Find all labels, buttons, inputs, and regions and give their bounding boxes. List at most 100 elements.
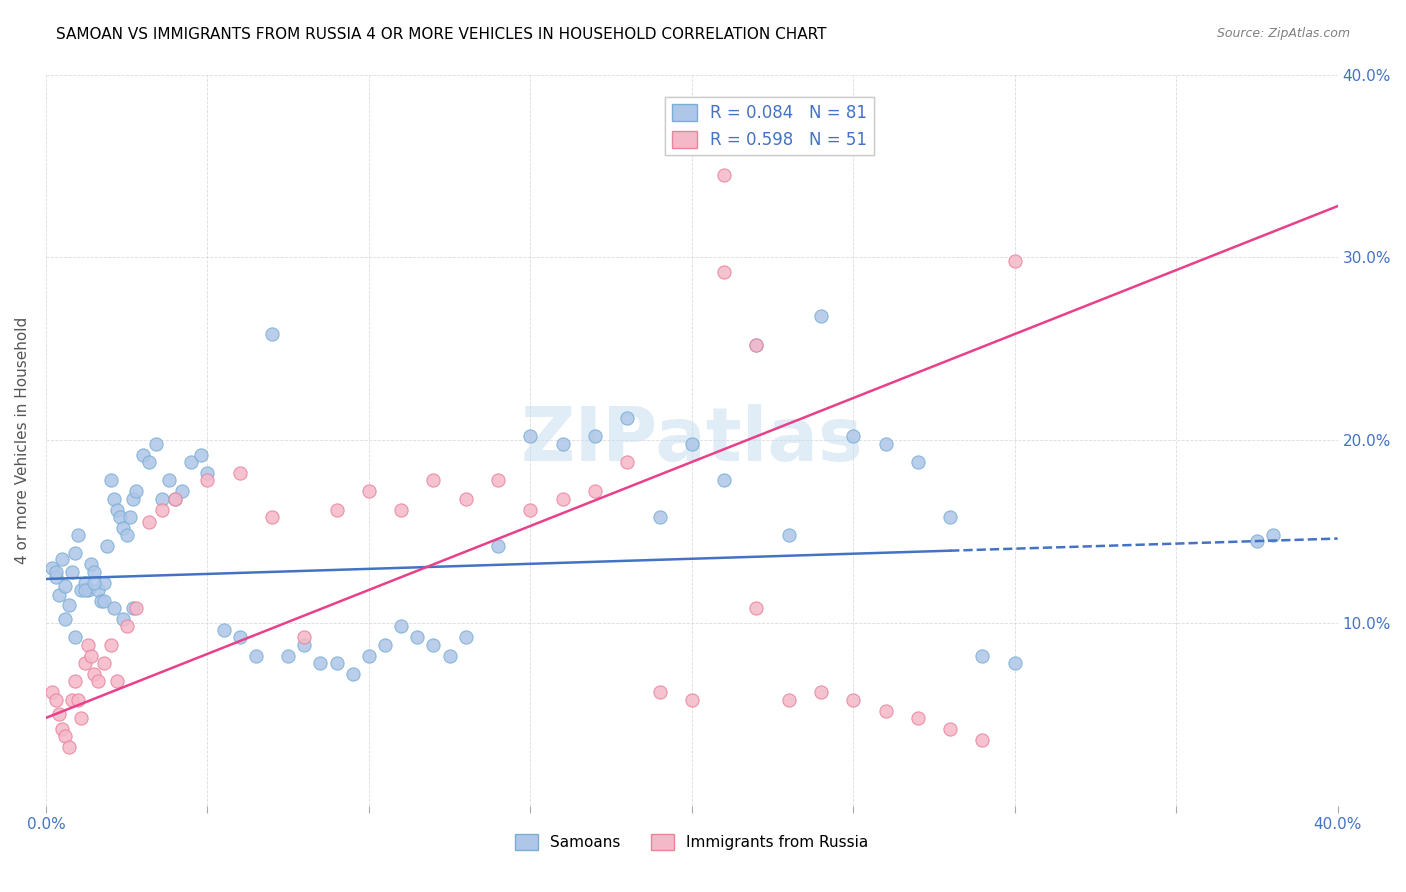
Point	[292, 638, 315, 652]
Point	[190, 448, 212, 462]
Point	[972, 732, 994, 747]
Point	[58, 740, 80, 755]
Point	[80, 558, 103, 572]
Point	[83, 667, 105, 681]
Point	[150, 491, 173, 506]
Point	[228, 466, 250, 480]
Point	[939, 509, 962, 524]
Point	[745, 601, 768, 615]
Point	[292, 631, 315, 645]
Point	[73, 656, 96, 670]
Point	[842, 429, 865, 443]
Point	[118, 509, 141, 524]
Point	[86, 674, 108, 689]
Point	[67, 692, 90, 706]
Point	[972, 648, 994, 663]
Point	[439, 648, 461, 663]
Point	[125, 484, 148, 499]
Point	[745, 338, 768, 352]
Point	[648, 685, 671, 699]
Point	[681, 436, 703, 450]
Point	[115, 528, 138, 542]
Point	[810, 309, 832, 323]
Point	[105, 502, 128, 516]
Point	[103, 491, 125, 506]
Point	[45, 570, 67, 584]
Point	[58, 598, 80, 612]
Legend: R = 0.084   N = 81, R = 0.598   N = 51: R = 0.084 N = 81, R = 0.598 N = 51	[665, 97, 873, 155]
Point	[778, 528, 800, 542]
Point	[77, 638, 100, 652]
Point	[51, 722, 73, 736]
Point	[907, 711, 929, 725]
Point	[212, 623, 235, 637]
Point	[70, 711, 93, 725]
Point	[145, 436, 167, 450]
Y-axis label: 4 or more Vehicles in Household: 4 or more Vehicles in Household	[15, 317, 30, 564]
Point	[103, 601, 125, 615]
Point	[138, 516, 160, 530]
Point	[63, 674, 86, 689]
Point	[551, 436, 574, 450]
Point	[875, 704, 897, 718]
Point	[73, 582, 96, 597]
Point	[583, 429, 606, 443]
Point	[197, 473, 219, 487]
Point	[357, 648, 380, 663]
Point	[63, 546, 86, 560]
Point	[422, 473, 444, 487]
Point	[245, 648, 267, 663]
Point	[150, 502, 173, 516]
Point	[228, 631, 250, 645]
Point	[41, 561, 63, 575]
Point	[80, 648, 103, 663]
Point	[51, 552, 73, 566]
Point	[60, 565, 83, 579]
Point	[260, 326, 283, 341]
Point	[277, 648, 299, 663]
Point	[325, 502, 347, 516]
Point	[112, 521, 135, 535]
Point	[93, 575, 115, 590]
Point	[63, 631, 86, 645]
Point	[681, 692, 703, 706]
Point	[454, 631, 477, 645]
Point	[125, 601, 148, 615]
Point	[100, 638, 122, 652]
Point	[1004, 656, 1026, 670]
Point	[875, 436, 897, 450]
Point	[48, 589, 70, 603]
Point	[486, 539, 509, 553]
Point	[157, 473, 180, 487]
Point	[519, 429, 541, 443]
Point	[110, 509, 132, 524]
Point	[648, 509, 671, 524]
Text: ZIPatlas: ZIPatlas	[520, 403, 863, 476]
Point	[53, 579, 76, 593]
Point	[713, 473, 735, 487]
Point	[48, 707, 70, 722]
Point	[93, 656, 115, 670]
Point	[170, 484, 193, 499]
Point	[842, 692, 865, 706]
Point	[122, 601, 145, 615]
Point	[197, 466, 219, 480]
Point	[713, 168, 735, 182]
Point	[616, 411, 638, 425]
Point	[309, 656, 332, 670]
Point	[60, 692, 83, 706]
Point	[374, 638, 396, 652]
Point	[105, 674, 128, 689]
Point	[939, 722, 962, 736]
Point	[70, 582, 93, 597]
Point	[180, 455, 202, 469]
Point	[41, 685, 63, 699]
Point	[616, 455, 638, 469]
Point	[454, 491, 477, 506]
Point	[86, 582, 108, 597]
Point	[389, 502, 412, 516]
Point	[745, 338, 768, 352]
Point	[100, 473, 122, 487]
Point	[406, 631, 429, 645]
Point	[53, 729, 76, 743]
